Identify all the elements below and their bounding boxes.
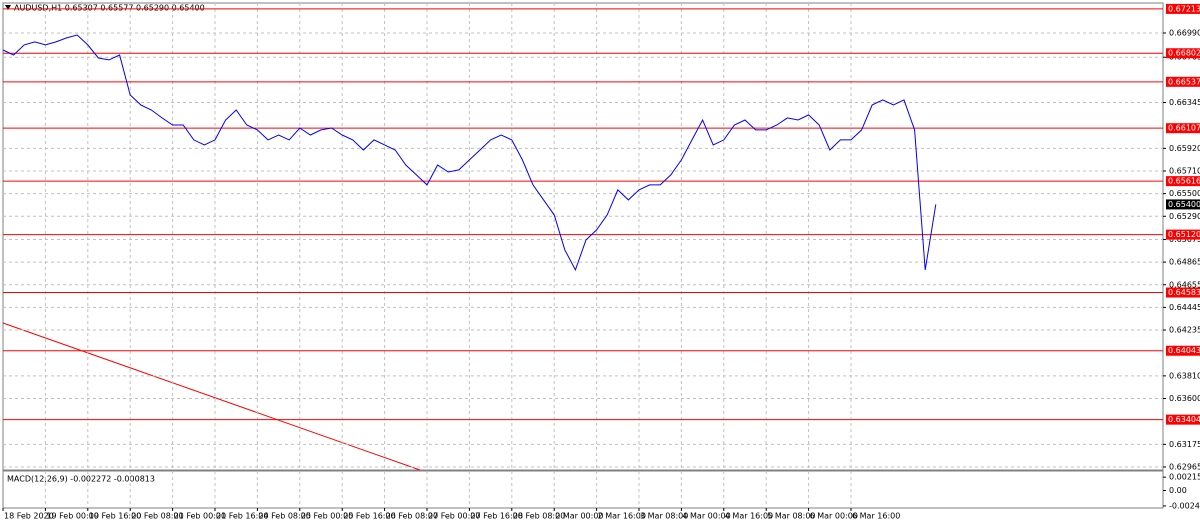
price-line <box>2 34 937 272</box>
level-label-bg <box>1166 3 1200 14</box>
y-tick-label: 0.64655 <box>1169 280 1200 289</box>
chart-title: AUDUSD,H1 0.65307 0.65577 0.65290 0.6540… <box>14 4 205 13</box>
x-tick-label: 4 Mar 00:00 <box>682 512 730 521</box>
x-tick-label: 2 Mar 00:00 <box>555 512 603 521</box>
x-tick-label: 21 Feb 16:00 <box>216 512 268 521</box>
x-tick-label: 19 Feb 00:00 <box>46 512 98 521</box>
macd-title: MACD(12,26,9) -0.002272 -0.000813 <box>7 475 155 484</box>
level-label-bg <box>1166 176 1200 187</box>
level-label-bg <box>1166 48 1200 59</box>
level-label-bg <box>1166 123 1200 134</box>
x-tick-label: 19 Feb 16:00 <box>89 512 141 521</box>
collapse-icon <box>5 5 11 10</box>
level-label: 0.65120 <box>1168 230 1200 239</box>
x-tick-label: 24 Feb 08:00 <box>258 512 310 521</box>
x-tick-label: 6 Mar 00:00 <box>810 512 858 521</box>
x-tick-label: 18 Feb 2020 <box>4 512 54 521</box>
y-tick-label: 0.66990 <box>1169 28 1200 37</box>
y-tick-label: 0.64235 <box>1169 326 1200 335</box>
level-label: 0.64043 <box>1168 346 1200 355</box>
y-tick-label: 0.63810 <box>1169 371 1200 380</box>
level-label: 0.66107 <box>1168 124 1200 133</box>
x-tick-label: 25 Feb 00:00 <box>301 512 353 521</box>
main-plot-frame <box>2 2 1164 471</box>
y-tick-label: 0.65710 <box>1169 166 1200 175</box>
macd-tick-label: 0.002158 <box>1169 473 1200 482</box>
x-tick-label: 27 Feb 16:00 <box>470 512 522 521</box>
last-price-label: 0.65400 <box>1168 200 1200 209</box>
y-tick-label: 0.63175 <box>1169 440 1200 449</box>
level-label: 0.65616 <box>1168 177 1200 186</box>
y-tick-label: 0.62965 <box>1169 462 1200 471</box>
y-tick-label: 0.63600 <box>1169 394 1200 403</box>
x-tick-label: 20 Feb 08:00 <box>131 512 183 521</box>
x-tick-label: 28 Feb 08:00 <box>513 512 565 521</box>
x-tick-label: 3 Mar 08:00 <box>640 512 688 521</box>
macd-tick-label: 0.00 <box>1169 486 1187 495</box>
last-price-bg <box>1166 199 1200 210</box>
x-tick-label: 6 Mar 16:00 <box>852 512 900 521</box>
y-tick-label: 0.65290 <box>1169 212 1200 221</box>
macd-tick-label: -0.002483 <box>1169 501 1200 510</box>
x-tick-label: 26 Feb 08:00 <box>386 512 438 521</box>
level-label: 0.67213 <box>1168 4 1200 13</box>
x-tick-label: 4 Mar 16:00 <box>725 512 773 521</box>
y-tick-label: 0.64445 <box>1169 303 1200 312</box>
level-label: 0.63404 <box>1168 415 1200 424</box>
x-tick-label: 2 Mar 16:00 <box>598 512 646 521</box>
level-label-bg <box>1166 229 1200 240</box>
level-label: 0.64583 <box>1168 288 1200 297</box>
level-label-bg <box>1166 287 1200 298</box>
y-tick-label: 0.65920 <box>1169 144 1200 153</box>
x-tick-label: 27 Feb 00:00 <box>428 512 480 521</box>
y-tick-label: 0.64865 <box>1169 258 1200 267</box>
trend-line <box>2 322 421 471</box>
level-label-bg <box>1166 414 1200 425</box>
y-tick-label: 0.65500 <box>1169 189 1200 198</box>
x-tick-label: 25 Feb 16:00 <box>343 512 395 521</box>
level-label-bg <box>1166 76 1200 87</box>
macd-plot-frame <box>2 470 1164 509</box>
level-label-bg <box>1166 345 1200 356</box>
level-label: 0.66802 <box>1168 49 1200 58</box>
x-tick-label: 21 Feb 00:00 <box>174 512 226 521</box>
level-label: 0.66537 <box>1168 77 1200 86</box>
y-tick-label: 0.66345 <box>1169 98 1200 107</box>
x-tick-label: 5 Mar 08:00 <box>767 512 815 521</box>
